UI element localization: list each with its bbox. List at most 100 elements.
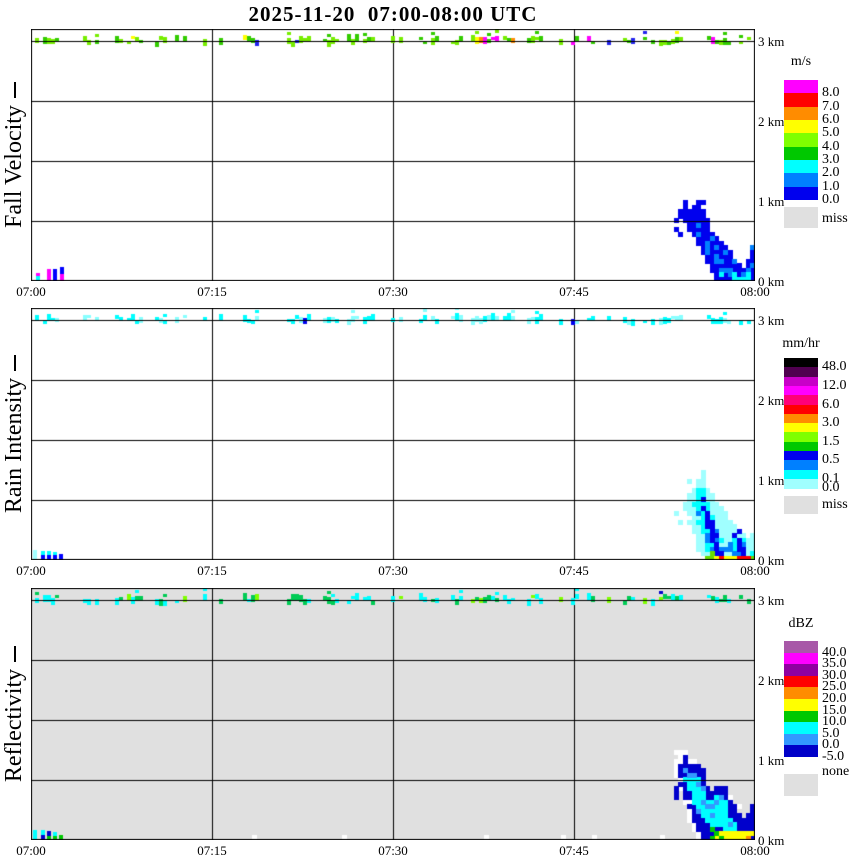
y-tick-fall-velocity-1-km: 1 km (758, 194, 785, 209)
y-tick-reflectivity-0-km: 0 km (758, 833, 785, 848)
colorbar-missing-swatch-fall-velocity (784, 207, 818, 228)
colorbar-band-reflectivity-5 (784, 699, 818, 712)
colorbar-band-rain-intensity-0 (784, 358, 818, 368)
colorbar-label-reflectivity--5.0: -5.0 (822, 749, 845, 764)
y-axis-title-reflectivity: Reflectivity (1, 588, 33, 840)
colorbar-band-reflectivity-3 (784, 675, 818, 688)
colorbar-label-reflectivity-10.0: 10.0 (822, 714, 847, 730)
colorbar-missing-swatch-rain-intensity (784, 496, 818, 514)
x-tick-reflectivity-07:15: 07:15 (197, 843, 227, 858)
y-tick-fall-velocity-0-km: 0 km (758, 274, 785, 289)
colorbar-label-rain-intensity-48.0: 48.0 (822, 359, 847, 375)
colorbar-band-rain-intensity-6 (784, 413, 818, 424)
x-tick-fall-velocity-08:00: 08:00 (740, 284, 770, 299)
colorbar-label-rain-intensity-0.5: 0.5 (822, 452, 840, 468)
colorbar-band-rain-intensity-4 (784, 395, 818, 405)
colorbar-label-reflectivity-20.0: 20.0 (822, 691, 847, 706)
colorbar-missing-label-fall-velocity: miss (822, 211, 848, 226)
colorbar-title-fall-velocity: m/s (790, 54, 812, 69)
colorbar-band-fall-velocity-6 (784, 159, 818, 174)
chart-title: 2025-11-20 07:00-08:00 UTC (248, 2, 538, 26)
colorbar-band-rain-intensity-2 (784, 376, 818, 387)
axis-tail-decoration (14, 354, 17, 371)
colorbar-band-reflectivity-4 (784, 687, 818, 700)
colorbar-label-rain-intensity-3.0: 3.0 (822, 415, 840, 431)
y-tick-rain-intensity-0-km: 0 km (758, 553, 785, 568)
colorbar-title-reflectivity: dBZ (788, 616, 814, 631)
colorbar-band-rain-intensity-13 (784, 478, 818, 489)
colorbar-band-rain-intensity-12 (784, 469, 818, 480)
colorbar-label-fall-velocity-3.0: 3.0 (822, 151, 840, 167)
colorbar-band-reflectivity-9 (784, 745, 818, 758)
x-tick-reflectivity-07:30: 07:30 (378, 843, 408, 858)
colorbar-label-reflectivity-25.0: 25.0 (822, 679, 847, 695)
y-axis-title-rain-intensity: Rain Intensity (1, 308, 33, 560)
colorbar-band-rain-intensity-5 (784, 404, 818, 415)
colorbar-label-reflectivity-40.0: 40.0 (822, 644, 847, 660)
colorbar-label-fall-velocity-1.0: 1.0 (822, 178, 840, 194)
y-tick-fall-velocity-3-km: 3 km (758, 34, 785, 49)
y-axis-title-fall-velocity: Fall Velocity (1, 29, 33, 281)
colorbar-band-fall-velocity-5 (784, 146, 818, 161)
colorbar-label-fall-velocity-0.0: 0.0 (822, 191, 840, 207)
colorbar-title-rain-intensity: mm/hr (782, 336, 820, 351)
x-tick-reflectivity-08:00: 08:00 (740, 843, 770, 858)
colorbar-band-rain-intensity-3 (784, 385, 818, 396)
x-tick-rain-intensity-07:45: 07:45 (559, 563, 589, 578)
colorbar-band-reflectivity-7 (784, 722, 818, 735)
colorbar-label-reflectivity-35.0: 35.0 (822, 656, 847, 672)
colorbar-band-fall-velocity-3 (784, 119, 818, 134)
colorbar-band-rain-intensity-1 (784, 367, 818, 378)
axis-tail-decoration (14, 82, 17, 99)
colorbar-label-rain-intensity-12.0: 12.0 (822, 377, 847, 393)
colorbar-missing-label-reflectivity: none (822, 764, 850, 779)
x-tick-rain-intensity-08:00: 08:00 (740, 563, 770, 578)
y-tick-reflectivity-3-km: 3 km (758, 593, 785, 608)
colorbar-label-fall-velocity-2.0: 2.0 (822, 165, 840, 181)
colorbar-label-rain-intensity-0.0: 0.0 (822, 480, 840, 496)
colorbar-label-fall-velocity-8.0: 8.0 (822, 85, 840, 101)
fall-velocity-plot (31, 29, 755, 281)
x-tick-rain-intensity-07:15: 07:15 (197, 563, 227, 578)
colorbar-band-reflectivity-2 (784, 664, 818, 677)
colorbar-label-fall-velocity-6.0: 6.0 (822, 111, 840, 127)
y-tick-reflectivity-1-km: 1 km (758, 753, 785, 768)
fall-velocity-label: Fall Velocity (1, 105, 27, 228)
y-tick-fall-velocity-2-km: 2 km (758, 114, 785, 129)
colorbar-band-reflectivity-6 (784, 710, 818, 723)
colorbar-band-rain-intensity-9 (784, 441, 818, 452)
axis-tail-decoration (14, 645, 17, 662)
y-tick-rain-intensity-3-km: 3 km (758, 313, 785, 328)
colorbar-label-rain-intensity-0.1: 0.1 (822, 470, 840, 486)
rain-intensity-plot (31, 308, 755, 560)
colorbar-band-reflectivity-8 (784, 733, 818, 746)
x-tick-fall-velocity-07:30: 07:30 (378, 284, 408, 299)
x-tick-fall-velocity-07:45: 07:45 (559, 284, 589, 299)
rain-intensity-label: Rain Intensity (1, 377, 27, 514)
x-tick-fall-velocity-07:00: 07:00 (16, 284, 46, 299)
colorbar-band-rain-intensity-11 (784, 460, 818, 471)
y-tick-rain-intensity-2-km: 2 km (758, 393, 785, 408)
colorbar-band-reflectivity-0 (784, 641, 818, 654)
reflectivity-label: Reflectivity (1, 668, 27, 783)
colorbar-label-fall-velocity-5.0: 5.0 (822, 125, 840, 141)
colorbar-label-reflectivity-15.0: 15.0 (822, 702, 847, 718)
colorbar-missing-swatch-reflectivity (784, 774, 818, 796)
colorbar-band-fall-velocity-8 (784, 186, 818, 201)
colorbar-band-rain-intensity-7 (784, 423, 818, 433)
x-tick-rain-intensity-07:00: 07:00 (16, 563, 46, 578)
x-tick-rain-intensity-07:30: 07:30 (378, 563, 408, 578)
colorbar-label-reflectivity-30.0: 30.0 (822, 667, 847, 683)
colorbar-label-rain-intensity-1.5: 1.5 (822, 433, 840, 449)
colorbar-band-fall-velocity-4 (784, 133, 818, 148)
colorbar-band-fall-velocity-7 (784, 173, 818, 188)
colorbar-band-rain-intensity-8 (784, 432, 818, 443)
colorbar-label-reflectivity-5.0: 5.0 (822, 725, 840, 741)
x-tick-reflectivity-07:00: 07:00 (16, 843, 46, 858)
colorbar-band-fall-velocity-1 (784, 93, 818, 108)
y-tick-reflectivity-2-km: 2 km (758, 673, 785, 688)
y-tick-rain-intensity-1-km: 1 km (758, 473, 785, 488)
x-tick-reflectivity-07:45: 07:45 (559, 843, 589, 858)
colorbar-label-fall-velocity-7.0: 7.0 (822, 98, 840, 114)
